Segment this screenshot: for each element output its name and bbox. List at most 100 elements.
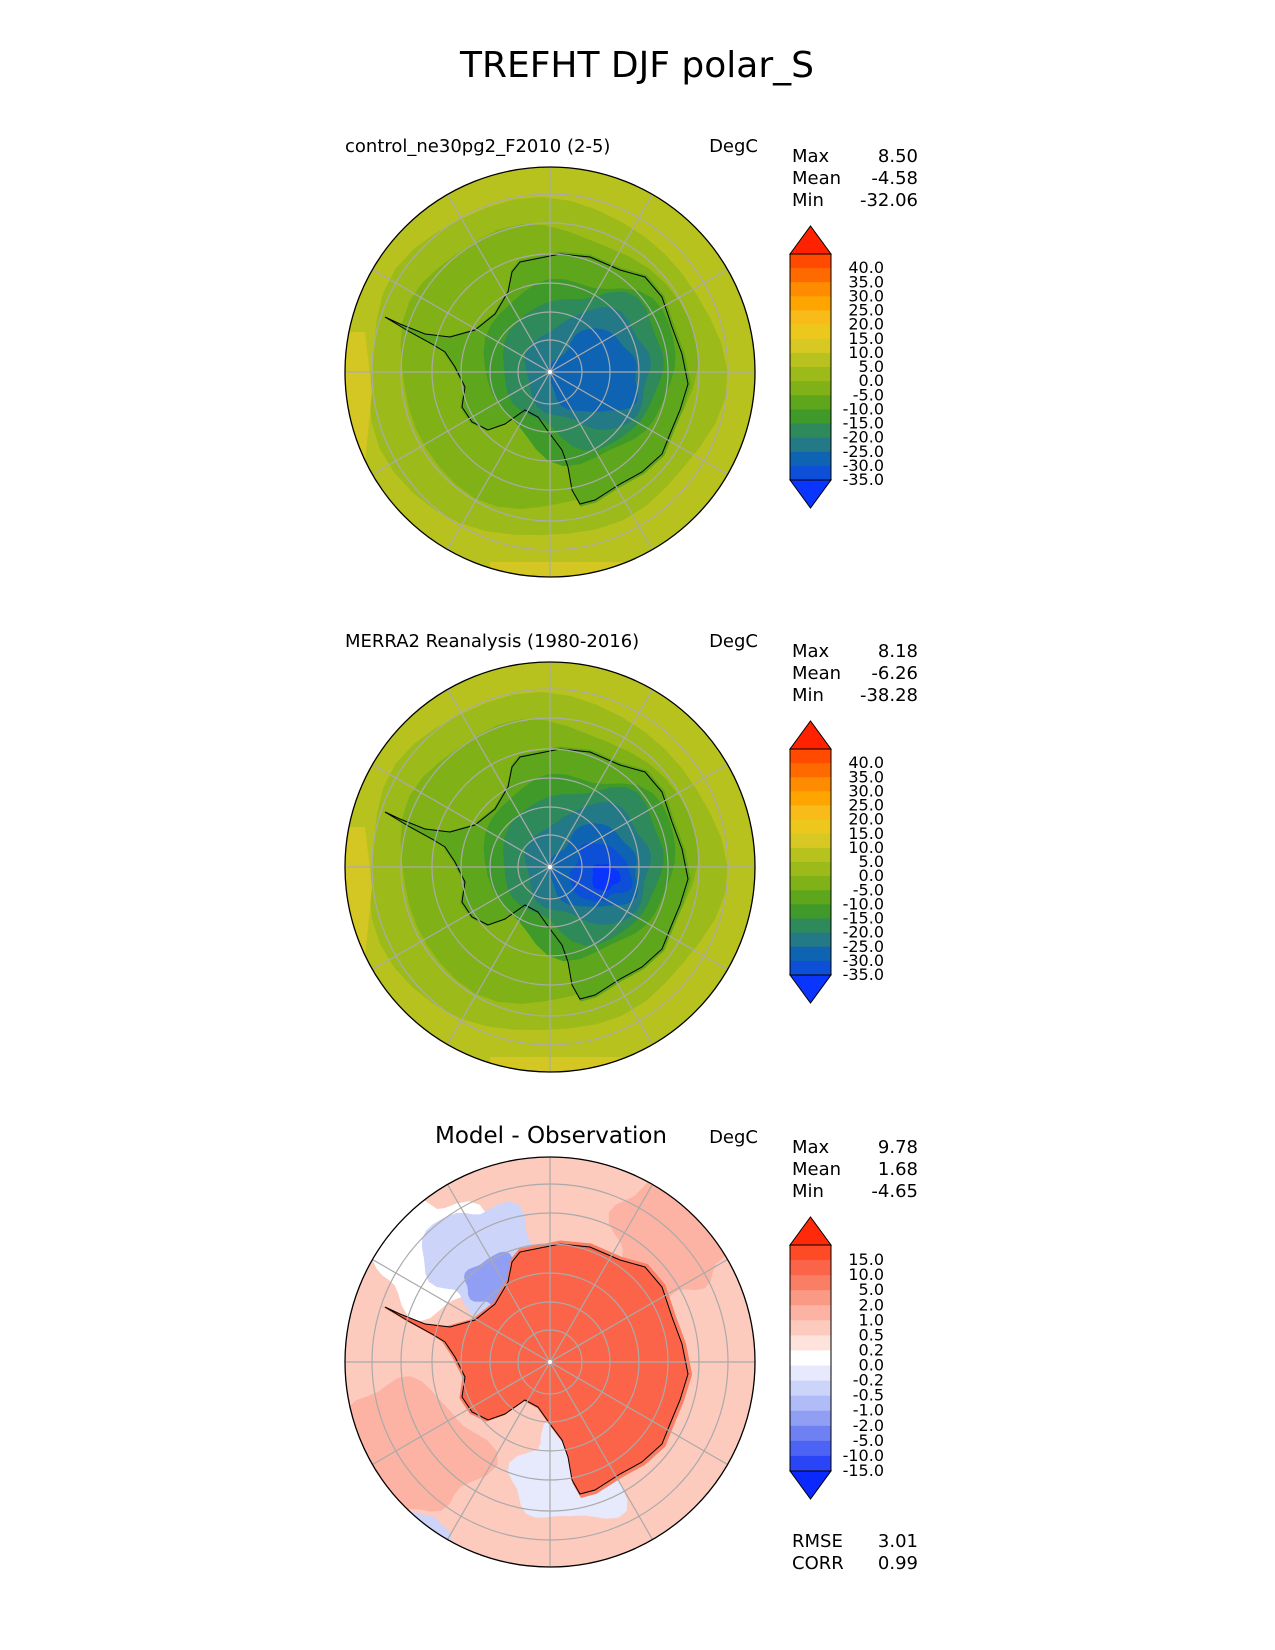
skill-stats: RMSE 3.01 CORR 0.99 [792,1531,918,1574]
colorbar-extend-max [789,720,832,750]
colorbar-tick-label: -10.0 [843,894,884,913]
coastline [384,253,689,505]
colorbar-segment [790,381,831,396]
stat-label: CORR [792,1553,844,1574]
stat-label: Min [792,1181,824,1202]
stat-label: Max [792,1137,830,1158]
colorbar-segment [790,1275,831,1291]
colorbar-tick-label: 5.0 [859,357,884,376]
colorbar-tick-label: 35.0 [848,767,884,786]
stat-value: 8.18 [878,641,918,662]
colorbar-tick-label: -15.0 [843,414,884,433]
colorbar-tick-label: 1.0 [859,1310,884,1329]
colorbar-segment [790,763,831,778]
colorbar-segment [790,904,831,919]
colorbar-segment [790,1395,831,1412]
pole-marker [548,370,552,374]
plateau-band [592,863,621,891]
colorbar-segment [790,465,831,481]
colorbar-segment [790,1290,831,1306]
colorbar-tick-label: 15.0 [848,1250,884,1269]
colorbar-tick-label: 25.0 [848,301,884,320]
colorbar-tick-label: 15.0 [848,824,884,843]
colorbar-tick-label: -5.0 [853,385,884,404]
stat-value: 3.01 [878,1531,918,1552]
stat-value: -38.28 [860,685,918,706]
panel-reference: MERRA2 Reanalysis (1980-2016) DegC Max 8… [344,631,918,1073]
colorbar-segment [790,1320,831,1336]
colorbar-tick-label: -25.0 [843,442,884,461]
colorbar-segment [790,749,831,764]
colorbar-tick-label: -15.0 [843,909,884,928]
colorbar-tick-label: 0.0 [859,371,884,390]
pole-marker [548,865,552,869]
panel-title: MERRA2 Reanalysis (1980-2016) [345,631,639,652]
colorbar-tick-label: -35.0 [843,470,884,489]
colorbar-segment [790,352,831,368]
colorbar-tick-label: -30.0 [843,951,884,970]
colorbar-segment [790,946,831,962]
colorbar-segment [790,437,831,453]
stat-label: Max [792,146,830,167]
colorbar-tick-label: 20.0 [848,315,884,334]
colorbar-segment [790,254,831,269]
colorbar-tick-label: 25.0 [848,796,884,815]
diff-band-continent [385,1244,688,1494]
colorbar-tick-label: -25.0 [843,937,884,956]
colorbar-tick-label: -1.0 [853,1401,884,1420]
polar-map [344,1156,756,1568]
map-boundary [344,166,756,578]
stat-value: -4.58 [871,168,918,189]
colorbar-segment [790,423,831,439]
polar-map [344,166,756,578]
colorbar-tick-label: -35.0 [843,965,884,984]
colorbar-tick-label: -20.0 [843,428,884,447]
colorbar-tick-label: 5.0 [859,1280,884,1299]
colorbar-segment [790,1365,831,1382]
stat-label: Mean [792,168,841,189]
colorbar-tick-label: -20.0 [843,923,884,942]
colorbar-tick-label: -10.0 [843,399,884,418]
map-boundary [344,661,756,1073]
colorbar-tick-label: 0.5 [859,1325,884,1344]
stat-label: Mean [792,1159,841,1180]
colorbar-extend-min [789,1470,832,1500]
stat-label: Min [792,685,824,706]
colorbar-segment [790,1335,831,1351]
colorbar-tick-label: 30.0 [848,781,884,800]
colorbar-tick-label: 10.0 [848,1265,884,1284]
colorbar-tick-label: -5.0 [853,880,884,899]
panel-title: control_ne30pg2_F2010 (2-5) [345,136,610,157]
colorbar-segment [790,1305,831,1321]
polar-map [344,661,756,1073]
panel-units: DegC [709,631,758,652]
colorbar-segment [790,777,831,792]
panel-units: DegC [709,1127,758,1148]
colorbar-tick-label: 35.0 [848,272,884,291]
colorbar-extend-min [789,479,832,509]
colorbar-frame [789,253,832,481]
colorbar-segment [790,1380,831,1397]
stats-block: Max 8.18 Mean -6.26 Min -38.28 [792,641,918,706]
colorbar-segment [790,960,831,976]
colorbar-segment [790,282,831,297]
stats-block: Max 8.50 Mean -4.58 Min -32.06 [792,146,918,211]
colorbar-tick-label: 2.0 [859,1295,884,1314]
colorbar-segment [790,1425,831,1442]
colorbar-tick-label: 40.0 [848,753,884,772]
colorbar-segment [790,1245,831,1261]
colorbar: 40.035.030.025.020.015.010.05.00.0-5.0-1… [789,720,884,1004]
colorbar-tick-label: 5.0 [859,852,884,871]
stat-label: Max [792,641,830,662]
stat-label: Mean [792,663,841,684]
colorbar-extend-max [789,225,832,255]
colorbar-segment [790,1410,831,1427]
colorbar-segment [790,847,831,863]
panel-difference: Model - Observation DegC Max 9.78 Mean 1… [344,1123,918,1574]
colorbar-frame [789,748,832,976]
warm-edge-band [490,1057,635,1072]
colorbar-segment [790,324,831,340]
colorbar-segment [790,310,831,326]
colorbar-segment [790,833,831,849]
